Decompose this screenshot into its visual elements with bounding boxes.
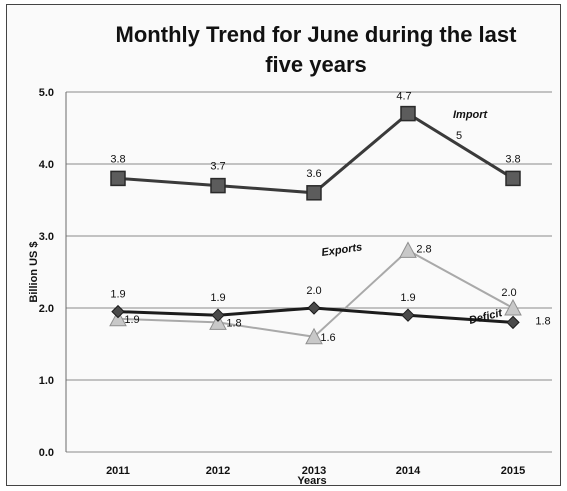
data-label-exports-2013: 1.6 [320, 332, 335, 344]
gridlines [65, 91, 552, 453]
series-group [109, 105, 522, 345]
y-tick-label: 1.0 [39, 375, 54, 387]
y-tick-label: 3.0 [39, 231, 54, 243]
point-deficit-2011 [111, 304, 125, 319]
data-label-deficit-2011: 1.9 [110, 289, 125, 301]
point-import-2012 [210, 177, 226, 194]
series-line-import [117, 111, 514, 195]
y-axis-label: Billion US $ [28, 241, 40, 302]
chart-frame [6, 4, 561, 486]
data-label-import-2012: 3.7 [210, 161, 225, 173]
data-label-import-2013: 3.6 [306, 168, 321, 180]
point-deficit-2012 [211, 308, 225, 322]
point-exports-2014 [399, 241, 417, 258]
x-tick-labels: 2011 2012 2013 2014 2015 [106, 465, 525, 477]
point-import-2014 [400, 105, 416, 122]
y-tick-labels: 0.0 1.0 2.0 3.0 4.0 5.0 [39, 87, 54, 459]
point-deficit-2015 [506, 315, 520, 330]
data-label-exports-2011: 1.9 [124, 314, 139, 326]
data-label-exports-2014: 2.8 [416, 243, 431, 255]
x-tick-label: 2011 [106, 465, 130, 477]
x-tick-label: 2012 [206, 465, 230, 477]
point-import-2011 [110, 170, 126, 187]
y-tick-label: 2.0 [39, 303, 54, 315]
x-tick-label: 2013 [302, 465, 326, 477]
data-label-deficit-2015: 1.8 [535, 315, 550, 327]
data-label-import-2015: 3.8 [505, 153, 520, 165]
point-exports-2013 [305, 327, 323, 345]
data-label-deficit-2014: 1.9 [400, 292, 415, 304]
chart-title-line1: Monthly Trend for June during the last [116, 22, 518, 47]
data-label-deficit-2012: 1.9 [210, 292, 225, 304]
point-deficit-2013 [307, 301, 321, 315]
x-tick-label: 2015 [501, 465, 525, 477]
series-label-deficit: Deficit [468, 307, 505, 327]
x-axis-label: Years [297, 475, 326, 487]
annotation-5: 5 [456, 130, 462, 142]
data-label-import-2014: 4.7 [396, 91, 411, 103]
chart-title-line2: five years [265, 52, 367, 77]
data-label-exports-2015: 2.0 [501, 287, 516, 299]
data-label-deficit-2013: 2.0 [306, 285, 321, 297]
data-labels: 3.8 3.7 3.6 4.7 3.8 1.9 1.8 1.6 2.8 2.0 1.9 1.9 2.0 1… [110, 91, 550, 344]
point-exports-2015 [504, 298, 522, 316]
y-tick-label: 0.0 [39, 447, 54, 459]
point-deficit-2014 [401, 308, 415, 322]
series-label-exports: Exports [321, 241, 363, 259]
data-label-exports-2012: 1.8 [226, 317, 241, 329]
series-label-import: Import [453, 109, 489, 121]
point-import-2015 [505, 170, 521, 187]
y-tick-label: 4.0 [39, 159, 54, 171]
point-import-2013 [306, 185, 322, 201]
y-tick-label: 5.0 [39, 87, 54, 99]
data-label-import-2011: 3.8 [110, 153, 125, 165]
x-tick-label: 2014 [396, 465, 421, 477]
